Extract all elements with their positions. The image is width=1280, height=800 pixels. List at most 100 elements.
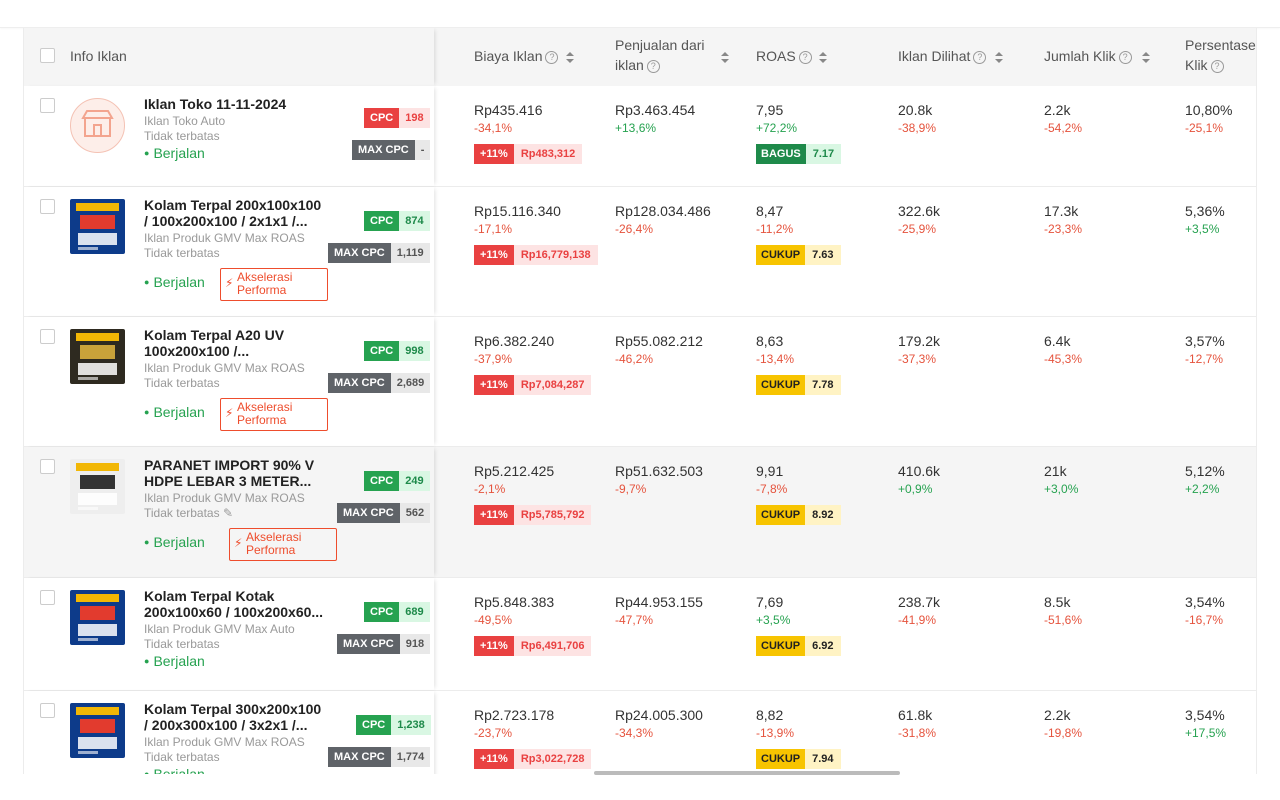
row-checkbox[interactable] [40, 329, 55, 344]
table-row[interactable]: Kolam Terpal 200x100x100/ 100x200x100 / … [24, 187, 1256, 317]
row-checkbox[interactable] [40, 590, 55, 605]
persentase-change: -16,7% [1185, 613, 1224, 627]
table-row[interactable]: PARANET IMPORT 90% V HDPE LEBAR 3 METER..… [24, 447, 1256, 578]
ad-type: Iklan Produk GMV Max ROAS [144, 735, 305, 749]
persentase-change: -12,7% [1185, 352, 1224, 366]
klik-value: 2.2k [1044, 707, 1071, 723]
info-cell: Kolam Terpal Kotak 200x100x60 / 100x200x6… [24, 578, 434, 690]
help-icon[interactable]: ? [646, 59, 660, 73]
row-checkbox[interactable] [40, 703, 55, 718]
ad-title[interactable]: Kolam Terpal 200x100x100/ 100x200x100 / … [144, 197, 322, 229]
dilihat-value: 322.6k [898, 203, 941, 219]
dilihat-value: 410.6k [898, 463, 941, 479]
roas-rating-badge: CUKUP 7.63 [756, 245, 841, 265]
status-badge: Berjalan [144, 144, 204, 162]
akselerasi-performa-button[interactable]: ⚡ Akselerasi Performa [229, 528, 337, 561]
row-checkbox[interactable] [40, 98, 55, 113]
row-checkbox[interactable] [40, 199, 55, 214]
help-icon[interactable]: ? [1210, 59, 1224, 73]
table-row[interactable]: Kolam Terpal 300x200x100/ 200x300x100 / … [24, 691, 1256, 774]
help-icon[interactable]: ? [973, 50, 987, 64]
header-roas[interactable]: ROAS? [756, 46, 812, 66]
penjualan-change: -47,7% [615, 613, 654, 627]
ad-title[interactable]: Kolam Terpal 300x200x100/ 200x300x100 / … [144, 701, 322, 733]
horizontal-scrollbar[interactable] [594, 771, 900, 775]
roas-rating-badge: CUKUP 7.78 [756, 375, 841, 395]
help-icon[interactable]: ? [545, 50, 559, 64]
bid-suggestion[interactable]: +11% Rp6,491,706 [474, 636, 592, 656]
bid-suggestion[interactable]: +11% Rp16,779,138 [474, 245, 598, 265]
roas-change: -13,9% [756, 726, 795, 740]
ad-type: Iklan Produk GMV Max ROAS [144, 231, 305, 245]
sort-icon[interactable] [819, 52, 827, 64]
ad-title[interactable]: Kolam Terpal A20 UV 100x200x100 /... [144, 327, 285, 359]
budget-limit: Tidak terbatas ✎ [144, 506, 233, 520]
cpc-badge: CPC 198 [364, 108, 430, 128]
sort-icon[interactable] [721, 52, 729, 64]
cpc-badge: CPC 874 [364, 211, 430, 231]
bid-suggestion[interactable]: +11% Rp7,084,287 [474, 375, 592, 395]
bid-suggestion[interactable]: +11% Rp5,785,792 [474, 505, 592, 525]
help-icon[interactable]: ? [798, 50, 812, 64]
klik-change: -54,2% [1044, 121, 1083, 135]
sort-icon[interactable] [1142, 52, 1150, 64]
info-cell: Iklan Toko 11-11-2024 Iklan Toko Auto Tida… [24, 86, 434, 186]
penjualan-value: Rp51.632.503 [615, 463, 703, 479]
ad-thumbnail[interactable] [70, 703, 125, 758]
product-thumbnail-icon [70, 459, 125, 514]
klik-change: -19,8% [1044, 726, 1083, 740]
biaya-value: Rp5.212.425 [474, 463, 555, 479]
ad-thumbnail[interactable] [70, 590, 125, 645]
ad-thumbnail[interactable] [70, 329, 125, 384]
dilihat-change: -25,9% [898, 222, 937, 236]
persentase-change: +2,2% [1185, 482, 1220, 496]
bid-suggestion[interactable]: +11% Rp483,312 [474, 144, 583, 164]
table-row[interactable]: Kolam Terpal A20 UV 100x200x100 /... Iklan… [24, 317, 1256, 447]
roas-change: +72,2% [756, 121, 798, 135]
help-icon[interactable]: ? [1118, 50, 1132, 64]
bolt-icon: ⚡ [225, 406, 234, 420]
table-row[interactable]: Kolam Terpal Kotak 200x100x60 / 100x200x6… [24, 578, 1256, 691]
header-biaya[interactable]: Biaya Iklan? [474, 46, 559, 66]
budget-limit: Tidak terbatas [144, 246, 220, 260]
sort-icon[interactable] [995, 52, 1003, 64]
biaya-value: Rp6.382.240 [474, 333, 555, 349]
header-persentase[interactable]: Persentase Klik? [1185, 37, 1256, 73]
persentase-value: 3,54% [1185, 707, 1225, 723]
ad-title[interactable]: Iklan Toko 11-11-2024 [144, 96, 287, 112]
ad-title[interactable]: PARANET IMPORT 90% V HDPE LEBAR 3 METER..… [144, 457, 315, 489]
klik-change: -23,3% [1044, 222, 1083, 236]
klik-change: +3,0% [1044, 482, 1079, 496]
budget-limit: Tidak terbatas [144, 376, 220, 390]
akselerasi-performa-button[interactable]: ⚡ Akselerasi Performa [220, 268, 328, 301]
header-klik[interactable]: Jumlah Klik? [1044, 46, 1132, 66]
klik-change: -51,6% [1044, 613, 1083, 627]
table-row[interactable]: Iklan Toko 11-11-2024 Iklan Toko Auto Tida… [24, 86, 1256, 187]
sort-icon[interactable] [566, 52, 574, 64]
product-thumbnail-icon [70, 703, 125, 758]
row-checkbox[interactable] [40, 459, 55, 474]
header-penjualan[interactable]: Penjualan dari iklan? [615, 37, 705, 73]
biaya-value: Rp15.116.340 [474, 203, 561, 219]
roas-rating-badge: CUKUP 8.92 [756, 505, 841, 525]
pencil-icon[interactable]: ✎ [222, 506, 233, 520]
dilihat-change: +0,9% [898, 482, 933, 496]
status-badge: Berjalan [144, 765, 204, 774]
max-cpc-badge: MAX CPC 1,119 [328, 243, 430, 263]
roas-value: 8,63 [756, 333, 784, 349]
roas-value: 7,69 [756, 594, 784, 610]
biaya-value: Rp2.723.178 [474, 707, 555, 723]
bid-suggestion[interactable]: +11% Rp3,022,728 [474, 749, 592, 769]
cpc-badge: CPC 249 [364, 471, 430, 491]
ad-title[interactable]: Kolam Terpal Kotak 200x100x60 / 100x200x6… [144, 588, 324, 620]
ad-thumbnail[interactable] [70, 199, 125, 254]
header-dilihat[interactable]: Iklan Dilihat? [898, 46, 987, 66]
roas-change: -11,2% [756, 222, 794, 236]
ad-thumbnail[interactable] [70, 98, 125, 153]
ad-thumbnail[interactable] [70, 459, 125, 514]
budget-limit: Tidak terbatas [144, 750, 220, 764]
select-all-checkbox[interactable] [40, 48, 55, 63]
persentase-value: 3,54% [1185, 594, 1225, 610]
persentase-value: 5,12% [1185, 463, 1225, 479]
akselerasi-performa-button[interactable]: ⚡ Akselerasi Performa [220, 398, 328, 431]
